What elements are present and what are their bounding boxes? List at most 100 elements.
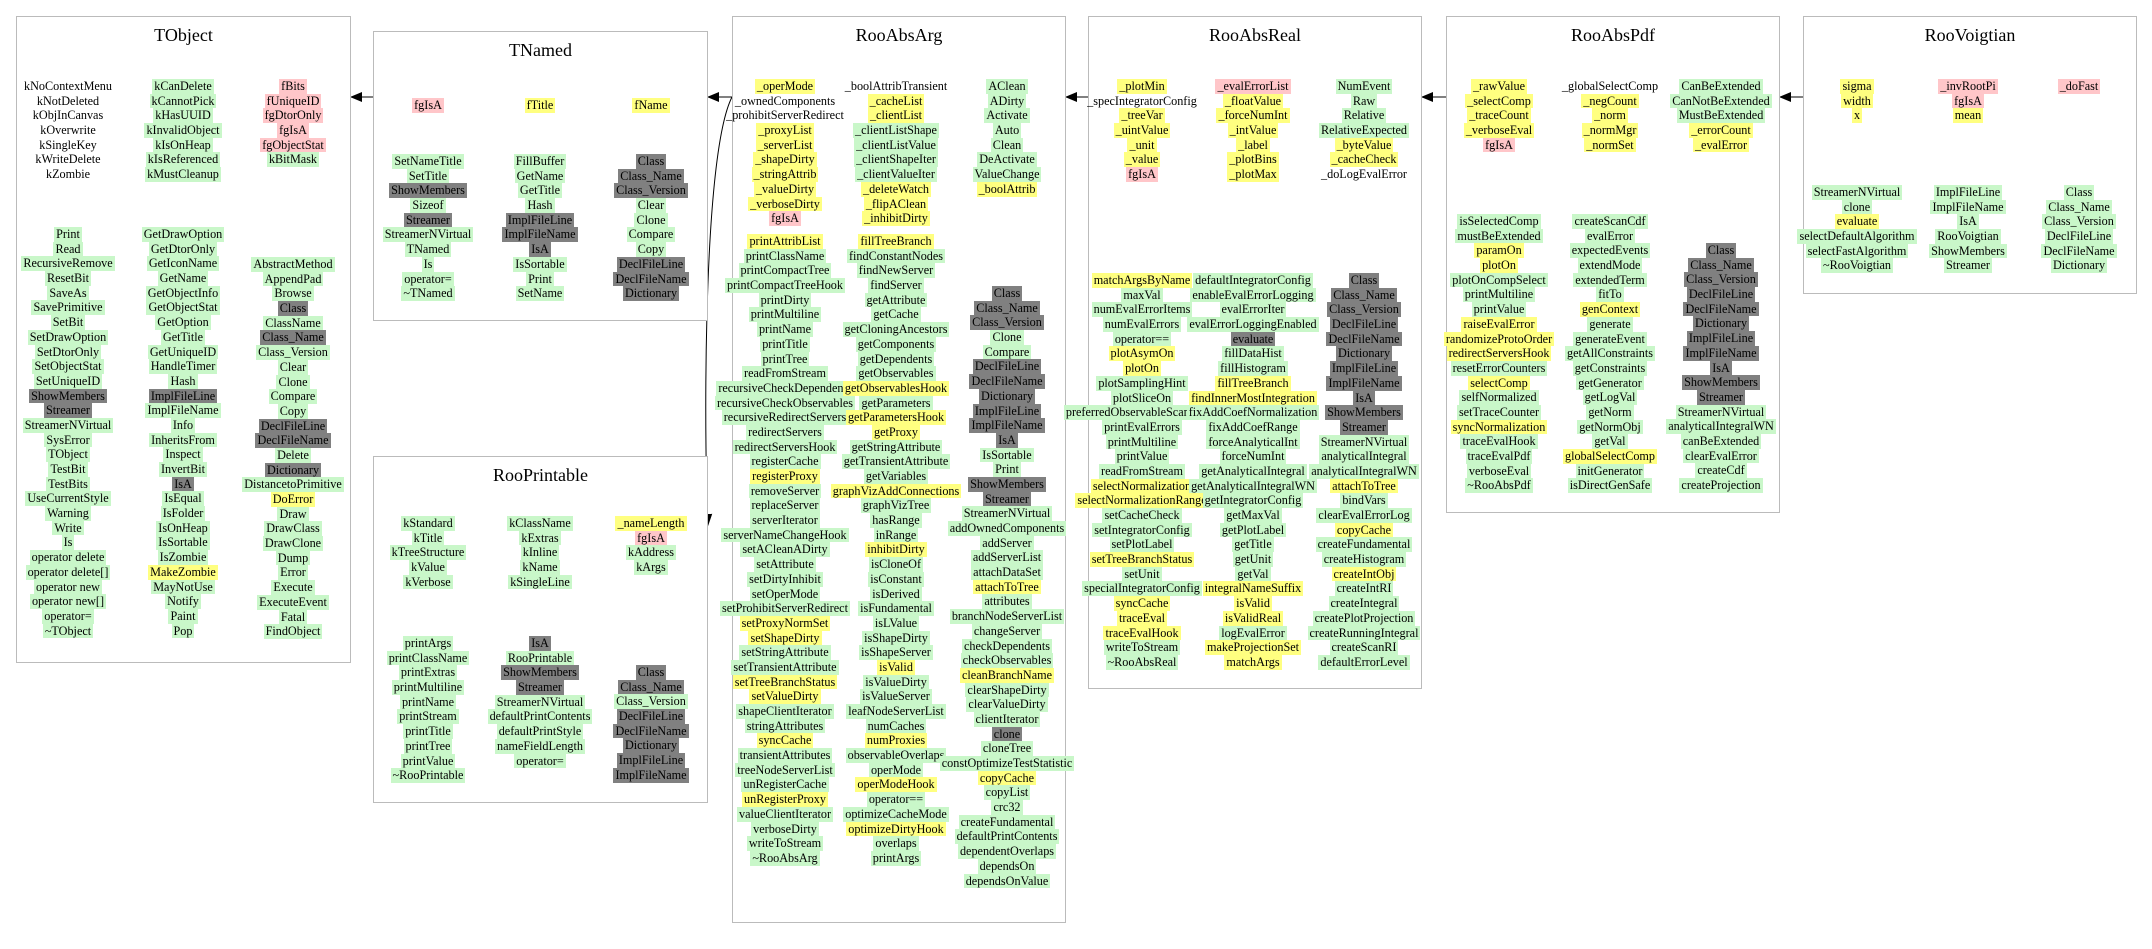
member-item: Dump	[275, 550, 311, 566]
member-item: ~RooVoigtian	[1821, 258, 1893, 274]
member-item: DeclFileName	[1683, 301, 1759, 317]
member-item: _inhibitDirty	[862, 211, 930, 226]
member-item: getPlotLabel	[1219, 522, 1287, 538]
member-column: _operMode _ownedComponents _prohibitServer…	[725, 79, 845, 226]
member-item: DeclFileLine	[258, 418, 328, 434]
member-item: selectNormalizationRange	[1075, 493, 1209, 508]
member-item: analyticalIntegralWN	[1666, 419, 1776, 434]
member-item: bindVars	[1340, 493, 1388, 508]
member-item: FillBuffer	[513, 154, 567, 169]
member-item: AppendPad	[262, 271, 324, 287]
member-item: expectedEvents	[1569, 243, 1651, 259]
member-item: DeclFileName	[2041, 243, 2117, 259]
member-item: checkDependents	[962, 638, 1052, 654]
member-item: syncCache	[756, 733, 814, 749]
member-item: dependsOnValue	[963, 873, 1051, 889]
member-item: createRunningIntegral	[1307, 625, 1421, 641]
member-item: hasRange	[870, 513, 922, 528]
member-item: Hash	[168, 373, 198, 389]
member-item: DrawClone	[262, 536, 324, 551]
member-item: _plotMin	[1117, 79, 1167, 94]
member-column: printAttribList printClassName printCompac…	[714, 234, 856, 866]
member-item: ImplFileLine	[505, 212, 575, 228]
member-item: overlaps	[873, 836, 919, 851]
member-item: nameFieldLength	[495, 738, 585, 754]
member-item: printClassName	[386, 650, 470, 666]
member-item: Dictionary	[264, 462, 322, 478]
member-item: printValue	[1471, 302, 1527, 317]
member-item: _shapeDirty	[753, 152, 817, 168]
member-item: DeclFileLine	[1329, 317, 1399, 332]
member-item: ~RooAbsArg	[750, 850, 820, 866]
member-item: setAttribute	[754, 557, 816, 572]
member-item: _label	[1236, 137, 1270, 153]
member-item: inRange	[873, 527, 919, 543]
member-item: _doFast	[2057, 79, 2101, 94]
member-item: extendMode	[1577, 258, 1643, 273]
member-item: ADirty	[987, 93, 1027, 109]
member-item: isShapeServer	[859, 645, 933, 660]
member-item: DeclFileName	[613, 723, 689, 739]
member-item: createFundamental	[1315, 537, 1413, 553]
member-item: unRegisterProxy	[742, 792, 828, 807]
member-item: printName	[399, 694, 457, 710]
member-item: Compare	[268, 389, 318, 404]
member-item: _clientShapeIter	[854, 152, 938, 168]
member-item: getStringAttribute	[849, 439, 943, 455]
member-item: numEvalErrors	[1102, 317, 1182, 332]
member-item: registerCache	[749, 454, 821, 469]
member-item: sigma	[1840, 79, 1874, 94]
member-item: IsFolder	[160, 506, 206, 521]
member-item: getParameters	[859, 395, 933, 411]
member-item: IsA	[996, 432, 1018, 448]
member-item: fTitle	[524, 98, 556, 113]
member-item: evalErrorLoggingEnabled	[1187, 317, 1319, 332]
member-item: kNotDeleted	[36, 93, 100, 108]
member-item: fgIsA	[1952, 93, 1984, 109]
member-item: kCannotPick	[149, 93, 217, 109]
member-item: kZombie	[45, 167, 90, 182]
member-item: setShapeDirty	[748, 630, 822, 646]
member-item: setCacheCheck	[1102, 508, 1182, 523]
member-item: Dictionary	[622, 738, 680, 754]
member-item: observableOverlaps	[845, 748, 947, 763]
member-item: printDirty	[758, 292, 812, 308]
member-item: getCache	[871, 307, 921, 323]
member-item: TNamed	[404, 242, 452, 257]
member-item: StreamerNVirtual	[382, 227, 474, 243]
member-item: Print	[54, 227, 82, 242]
member-item: printTree	[760, 351, 810, 367]
member-column: defaultIntegratorConfig enableEvalErrorLo…	[1186, 273, 1320, 670]
member-item: isConstant	[868, 571, 924, 587]
member-item: graphVizAddConnections	[830, 483, 962, 499]
member-item: operator==	[1112, 331, 1172, 347]
member-item: MayNotUse	[151, 579, 215, 595]
member-item: Class_Version	[2042, 214, 2116, 230]
member-column: createScanCdf evalError expectedEvents exte…	[1550, 214, 1670, 494]
member-item: ~RooAbsPdf	[1465, 478, 1533, 494]
member-item: createScanCdf	[1572, 214, 1648, 229]
member-item: SetTitle	[406, 168, 450, 184]
member-item: redirectServersHook	[732, 439, 838, 455]
member-item: setIntegratorConfig	[1092, 522, 1192, 538]
member-item: IsSortable	[513, 256, 567, 272]
member-item: graphVizTree	[860, 498, 932, 514]
member-column: SetNameTitle SetTitle ShowMembers Sizeof Str…	[368, 154, 488, 301]
member-item: plotOn	[1123, 361, 1161, 376]
member-item: printArgs	[402, 636, 454, 651]
member-item: attachDataSet	[971, 565, 1043, 580]
member-item: getTransientAttribute	[841, 454, 951, 469]
member-item: _clientList	[867, 108, 925, 124]
class-title: RooAbsArg	[855, 25, 943, 45]
member-item: fillTreeBranch	[1215, 375, 1291, 391]
member-item: kInvalidObject	[144, 123, 222, 138]
member-item: Dictionary	[1335, 346, 1393, 362]
member-item: setTransientAttribute	[731, 659, 839, 675]
member-item: _invRootPi	[1938, 79, 1998, 94]
member-column: _doFast	[2019, 79, 2139, 94]
member-item: DeclFileLine	[2044, 229, 2114, 244]
member-item: isValidReal	[1222, 610, 1284, 626]
member-item: numCaches	[865, 718, 927, 734]
class-title: TNamed	[509, 40, 572, 60]
member-item: initGenerator	[1575, 463, 1645, 479]
